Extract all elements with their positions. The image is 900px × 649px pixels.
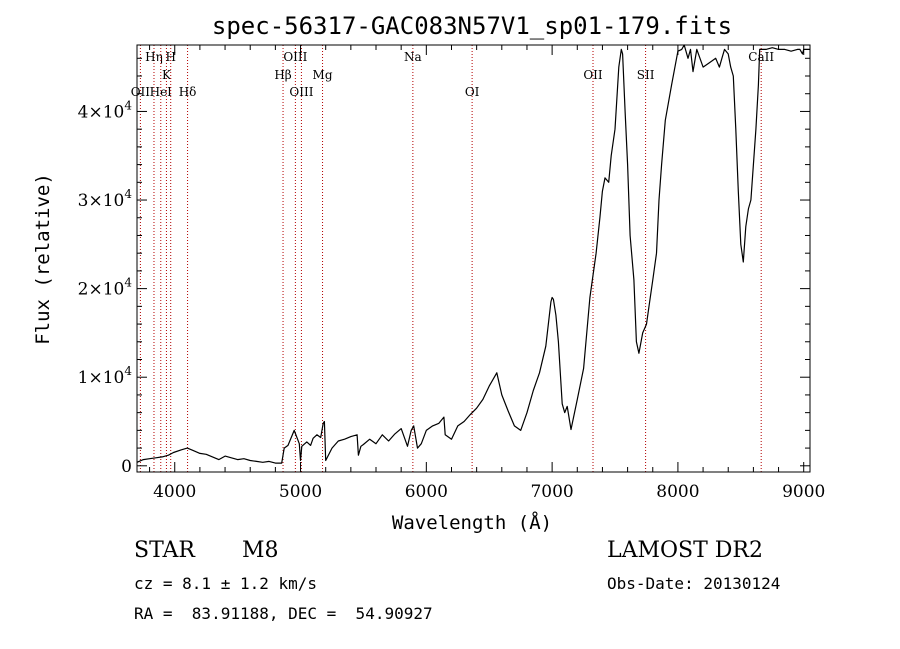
y-tick-label-1: 1×104	[78, 364, 133, 388]
marker-label-11: OI	[465, 85, 480, 99]
marker-label-8: OIII	[289, 85, 313, 99]
y-tick-label-0: 0	[121, 457, 132, 477]
marker-label-2: HeI	[150, 85, 173, 99]
class-label: STAR	[134, 538, 195, 563]
marker-label-12: OII	[583, 68, 603, 82]
obs-date-text: Obs-Date: 20130124	[607, 574, 781, 593]
chart-title: spec-56317-GAC083N57V1_sp01-179.fits	[212, 12, 732, 40]
marker-label-10: Na	[404, 50, 422, 64]
y-axis-label: Flux (relative)	[32, 173, 54, 345]
marker-label-13: SII	[637, 68, 655, 82]
marker-label-5: Hδ	[179, 85, 197, 99]
marker-label-4: H	[165, 50, 175, 64]
spectrum-line-0	[136, 44, 810, 464]
survey-label: LAMOST DR2	[607, 538, 763, 563]
x-tick-label-2: 6000	[405, 482, 448, 502]
y-tick-label-2: 2×104	[78, 276, 133, 300]
x-tick-label-0: 4000	[153, 482, 196, 502]
series-group	[136, 44, 810, 464]
x-axis-label: Wavelength (Å)	[392, 511, 552, 534]
subclass-label: M8	[242, 538, 279, 563]
marker-label-0: OII	[131, 85, 151, 99]
x-tick-label-1: 5000	[279, 482, 322, 502]
x-tick-label-3: 7000	[530, 482, 573, 502]
axis-ticks	[137, 45, 810, 472]
marker-label-9: Mg	[313, 68, 333, 82]
marker-label-6: Hβ	[274, 68, 291, 82]
marker-label-1: Hη	[145, 50, 163, 64]
redshift-text: cz = 8.1 ± 1.2 km/s	[134, 574, 318, 593]
tick-labels: 4000 5000 6000 7000 8000 9000 0 1×104 2×104 3×104…	[78, 98, 826, 502]
marker-label-7: OIII	[283, 50, 307, 64]
plot-frame	[136, 44, 811, 473]
x-tick-label-5: 9000	[782, 482, 825, 502]
y-tick-label-3: 3×104	[78, 187, 133, 211]
marker-label-3: K	[162, 68, 172, 82]
marker-label-14: CaII	[748, 50, 774, 64]
x-tick-label-4: 8000	[656, 482, 699, 502]
coordinates-text: RA = 83.91188, DEC = 54.90927	[134, 604, 433, 623]
y-tick-label-4: 4×104	[78, 98, 133, 122]
